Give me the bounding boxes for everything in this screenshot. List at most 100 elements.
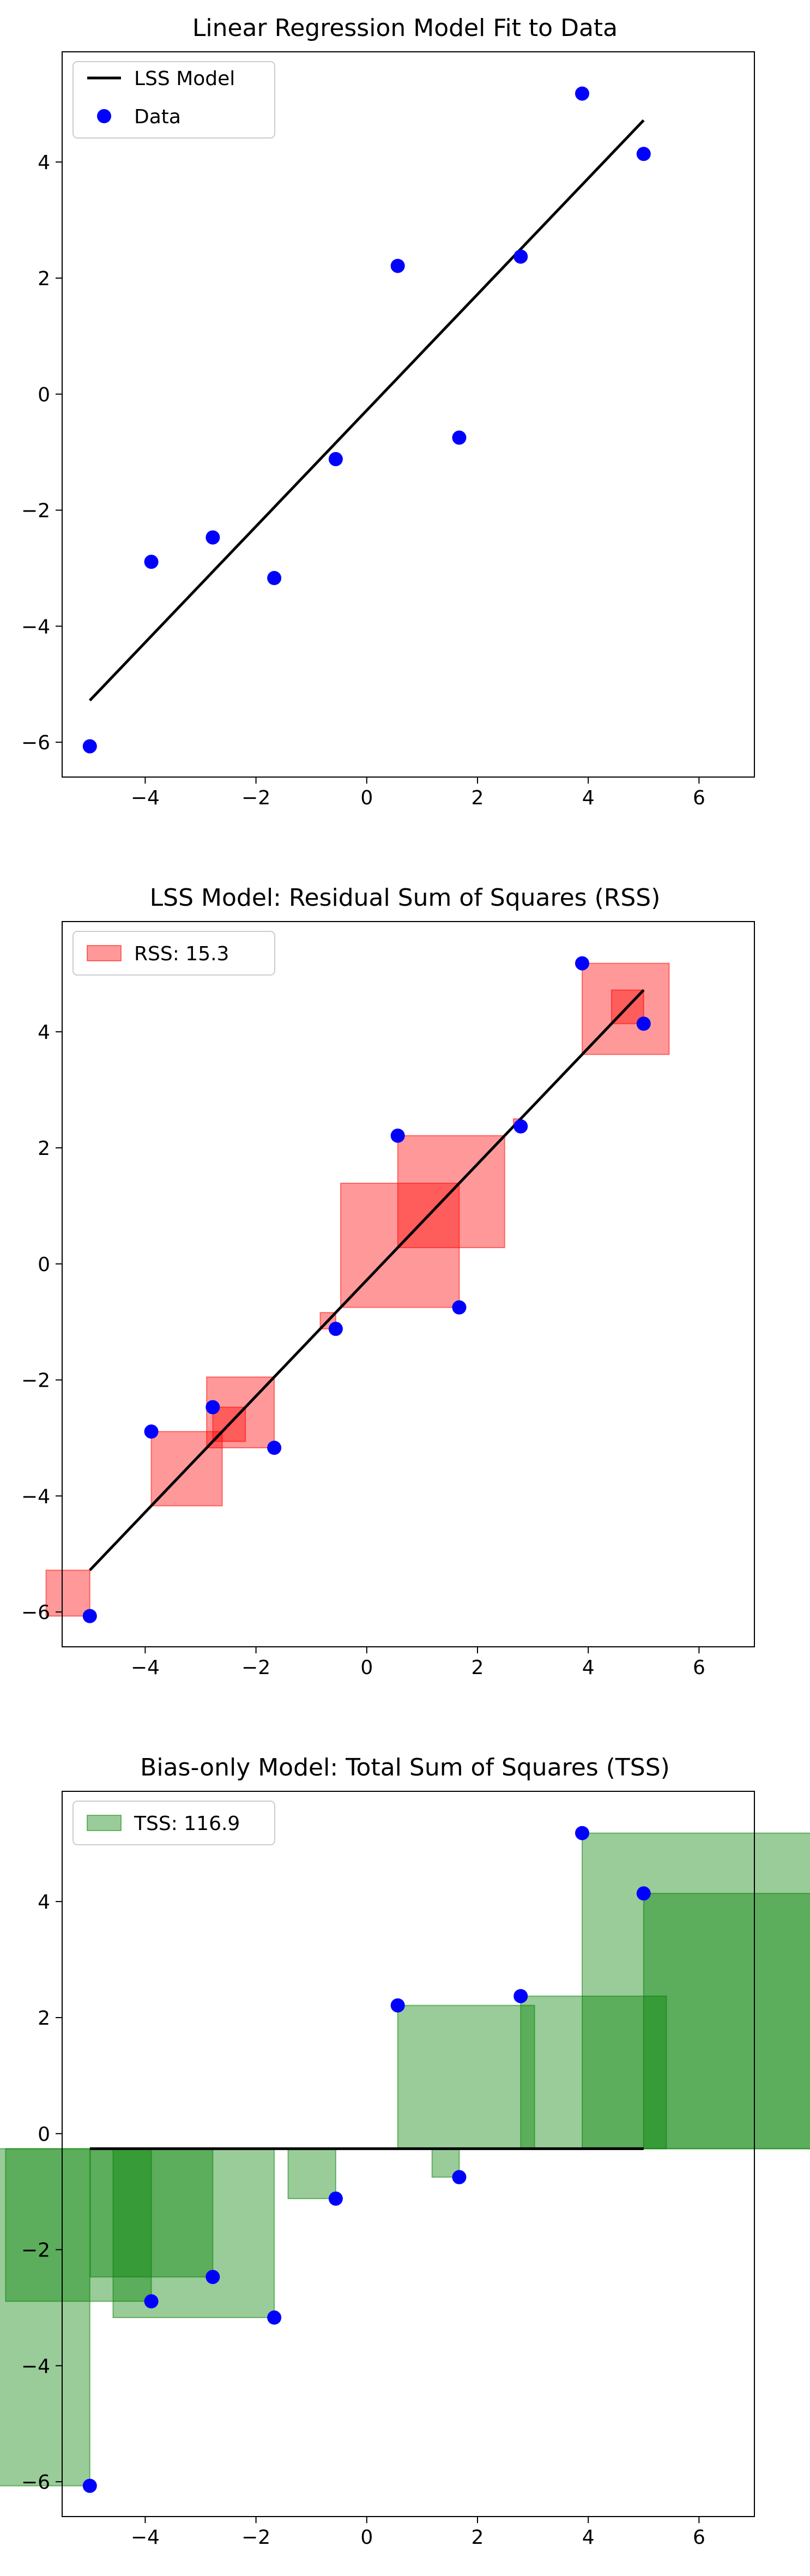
plot-marks xyxy=(0,1826,810,2493)
total-square xyxy=(5,2148,152,2302)
axis-ticks: −4 −2 0 2 4 6 −6 −4 −2 0 2 4 xyxy=(21,152,705,809)
plot-frame xyxy=(62,51,755,778)
x-tick-label: 2 xyxy=(472,1657,484,1679)
legend-label-rss: RSS: 15.3 xyxy=(134,943,229,965)
data-point xyxy=(82,2478,97,2493)
y-tick-label: 2 xyxy=(38,268,50,290)
x-tick-label: −2 xyxy=(241,2526,270,2549)
lss-model-line xyxy=(88,119,645,702)
total-square xyxy=(582,1832,810,2150)
plot-marks xyxy=(45,956,670,1623)
x-tick-label: −4 xyxy=(131,787,160,809)
total-square xyxy=(112,2148,275,2319)
x-tick-label: 6 xyxy=(693,2526,705,2549)
data-point xyxy=(636,1016,651,1031)
total-square xyxy=(89,2148,214,2278)
panel-title: Bias-only Model: Total Sum of Squares (T… xyxy=(140,1754,670,1781)
data-point xyxy=(144,1424,159,1439)
total-square xyxy=(520,1995,667,2150)
residual-square xyxy=(45,1569,90,1617)
total-square xyxy=(643,1893,810,2150)
data-point xyxy=(267,571,282,586)
lss-model-line xyxy=(88,989,645,1572)
data-point xyxy=(390,1128,405,1143)
x-tick-label: 0 xyxy=(360,787,373,809)
y-tick-label: −2 xyxy=(21,500,50,522)
x-tick-label: 0 xyxy=(360,1657,373,1679)
y-tick-label: −6 xyxy=(21,1602,50,1624)
data-point xyxy=(328,1321,343,1336)
data-point xyxy=(636,1886,651,1901)
panel-title: LSS Model: Residual Sum of Squares (RSS) xyxy=(150,884,661,912)
data-point xyxy=(205,1400,220,1415)
plot-marks xyxy=(82,86,651,754)
data-point xyxy=(575,86,590,101)
data-point xyxy=(452,2170,467,2184)
y-tick-label: 4 xyxy=(38,1891,50,1913)
data-point xyxy=(390,1998,405,2013)
data-point xyxy=(144,555,159,569)
legend-label-data: Data xyxy=(134,106,181,128)
y-tick-label: −6 xyxy=(21,2471,50,2494)
data-point xyxy=(328,452,343,466)
tss-panel: Bias-only Model: Total Sum of Squares (T… xyxy=(0,1754,810,2549)
data-point xyxy=(144,2294,159,2309)
y-tick-label: 2 xyxy=(38,2007,50,2030)
axis-ticks: −4 −2 0 2 4 6 −6 −4 −2 0 2 4 xyxy=(21,1891,705,2549)
data-point xyxy=(82,1609,97,1623)
y-tick-label: −6 xyxy=(21,732,50,754)
x-tick-label: 4 xyxy=(582,1657,595,1679)
data-point xyxy=(390,258,405,273)
legend-tss-swatch xyxy=(87,1815,122,1831)
y-tick-label: 4 xyxy=(38,1021,50,1044)
legend-rss-swatch xyxy=(87,945,122,961)
plot-frame xyxy=(62,921,755,1647)
x-tick-label: −2 xyxy=(241,1657,270,1679)
legend-label-lss-model: LSS Model xyxy=(134,68,235,90)
total-square xyxy=(0,2148,90,2487)
data-point xyxy=(205,530,220,545)
x-tick-label: −4 xyxy=(131,2526,160,2549)
data-point xyxy=(513,1119,528,1134)
y-tick-label: −4 xyxy=(21,1485,50,1508)
legend: TSS: 116.9 xyxy=(72,1801,275,1845)
total-square xyxy=(397,2005,535,2150)
legend-label-tss: TSS: 116.9 xyxy=(134,1813,240,1835)
data-point xyxy=(267,2310,282,2325)
data-point xyxy=(513,249,528,264)
x-tick-label: 2 xyxy=(472,2526,484,2549)
data-point xyxy=(575,956,590,971)
x-tick-label: −2 xyxy=(241,787,270,809)
legend-box xyxy=(72,1801,275,1845)
legend: LSS Model Data xyxy=(72,61,275,139)
x-tick-label: 4 xyxy=(582,2526,595,2549)
legend-data-marker xyxy=(97,109,111,123)
data-point xyxy=(636,147,651,161)
y-tick-label: −2 xyxy=(21,1370,50,1392)
legend-box xyxy=(72,61,275,139)
y-tick-label: −2 xyxy=(21,2240,50,2262)
rss-panel: LSS Model: Residual Sum of Squares (RSS)… xyxy=(21,884,755,1679)
y-tick-label: 2 xyxy=(38,1137,50,1160)
x-tick-label: 6 xyxy=(693,1657,705,1679)
data-point xyxy=(575,1826,590,1840)
total-square xyxy=(287,2148,336,2199)
data-point xyxy=(205,2270,220,2284)
y-tick-label: −4 xyxy=(21,616,50,638)
legend: RSS: 15.3 xyxy=(72,931,275,976)
plot-frame xyxy=(62,1791,755,2517)
data-point xyxy=(82,739,97,754)
x-tick-label: −4 xyxy=(131,1657,160,1679)
axis-ticks: −4 −2 0 2 4 6 −6 −4 −2 0 2 4 xyxy=(21,1021,705,1679)
y-tick-label: −4 xyxy=(21,2355,50,2378)
legend-box xyxy=(72,931,275,976)
data-point xyxy=(452,430,467,445)
data-point xyxy=(452,1300,467,1315)
data-point xyxy=(267,1441,282,1455)
panel-title: Linear Regression Model Fit to Data xyxy=(192,14,618,42)
data-point xyxy=(513,1989,528,2003)
x-tick-label: 2 xyxy=(472,787,484,809)
y-tick-label: 0 xyxy=(38,1254,50,1276)
y-tick-label: 0 xyxy=(38,2123,50,2146)
